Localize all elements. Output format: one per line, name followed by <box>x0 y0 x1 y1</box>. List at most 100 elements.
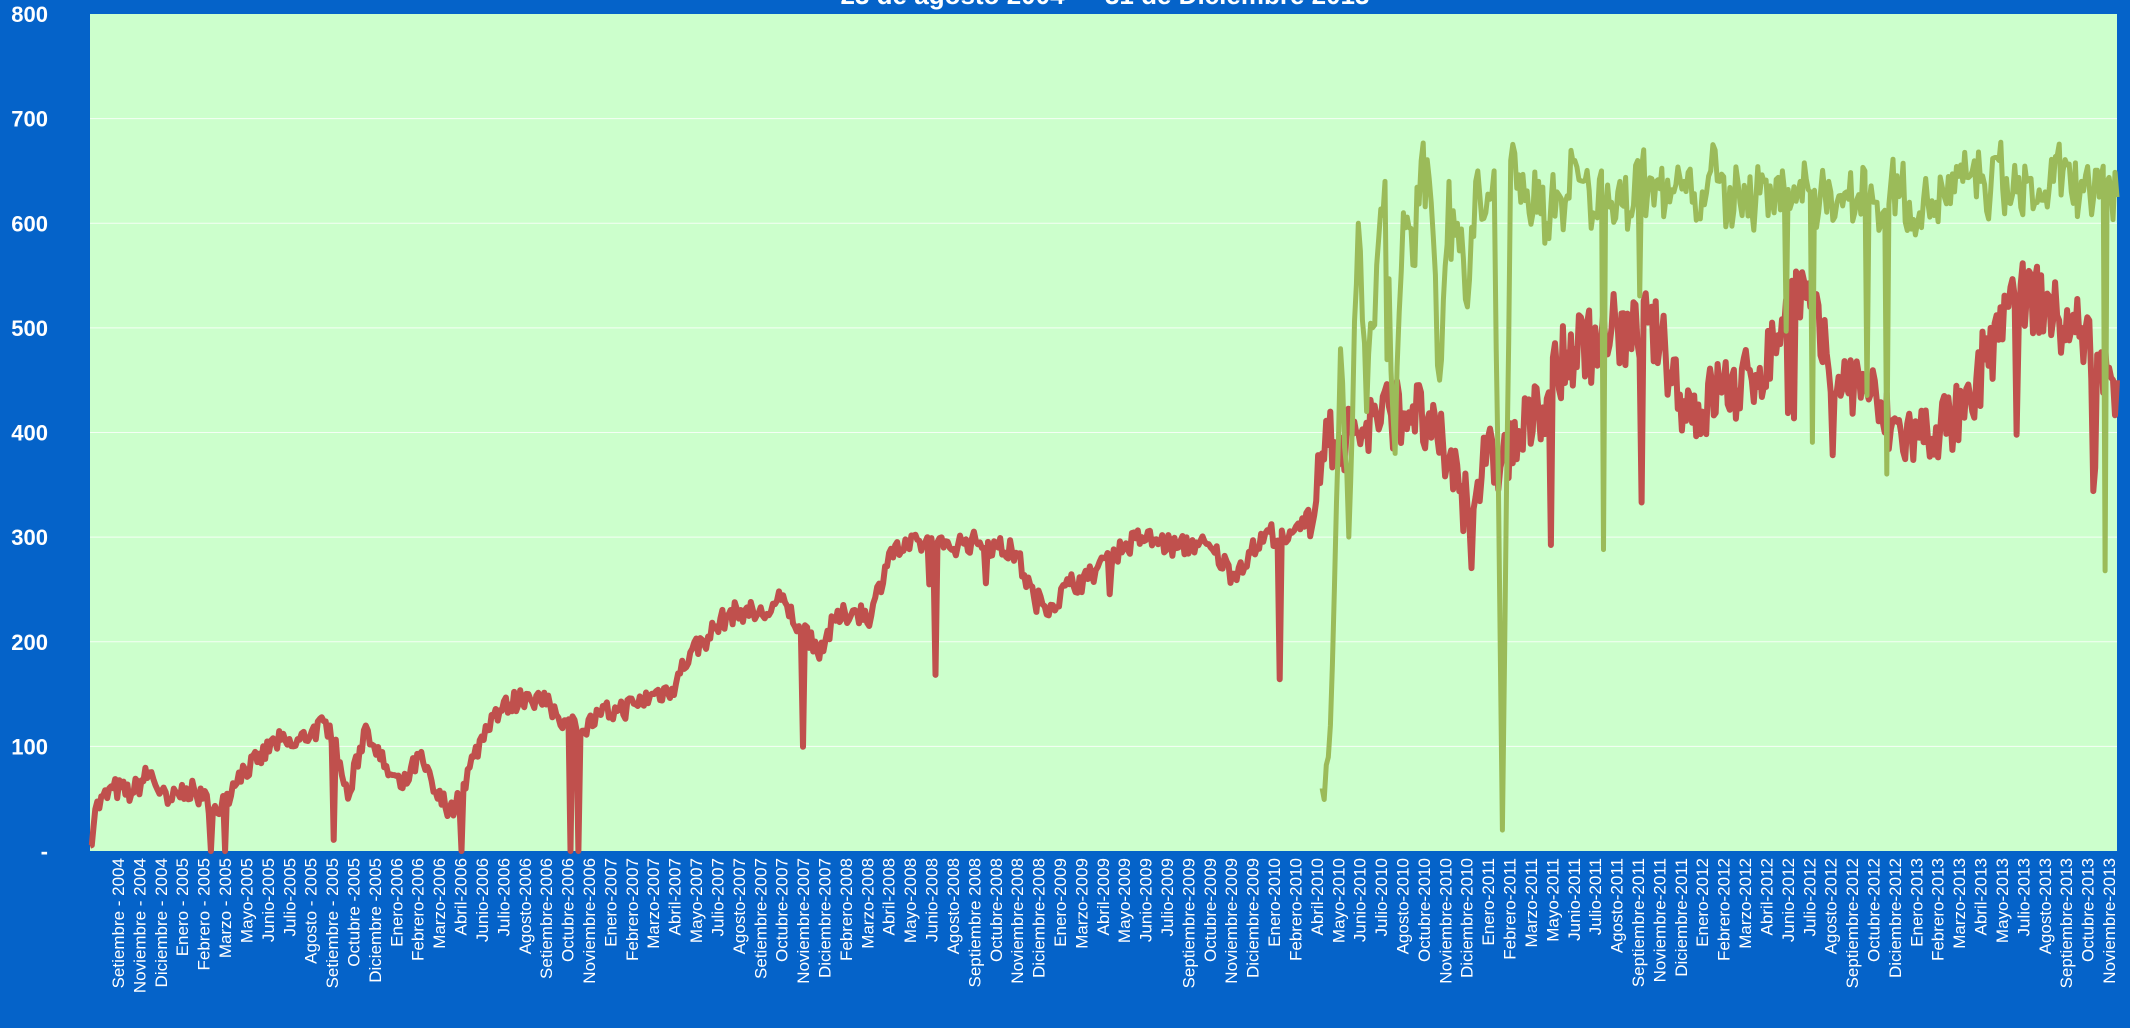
x-tick-label: Abril-2008 <box>880 858 899 936</box>
x-tick-label: Abril-2007 <box>666 858 685 936</box>
x-tick-label: Febrero-2006 <box>409 858 428 961</box>
x-tick-label: Marzo - 2005 <box>216 858 235 958</box>
x-axis: Setiembre - 2004 Noviembre - 2004 Diciembr… <box>109 858 2119 993</box>
x-tick-label: Enero - 2005 <box>173 858 192 956</box>
x-tick-label: Octubre-2012 <box>1865 858 1884 962</box>
x-tick-label: Marzo-2013 <box>1950 858 1969 949</box>
x-tick-label: Octubre -2005 <box>344 858 363 967</box>
x-tick-label: Agosto-2006 <box>516 858 535 954</box>
x-tick-label: Agosto-2011 <box>1608 858 1627 953</box>
x-tick-label: Diciembre-2012 <box>1886 858 1905 978</box>
series-line-1 <box>88 260 2120 854</box>
x-tick-label: Noviembre-2007 <box>794 858 813 984</box>
x-tick-label: Julio-2006 <box>494 858 513 936</box>
x-tick-label: Marzo-2009 <box>1072 858 1091 949</box>
x-tick-label: Diciembre-2009 <box>1244 858 1263 978</box>
x-tick-label: Febrero-2013 <box>1929 858 1948 961</box>
x-tick-label: Marzo-2007 <box>644 858 663 949</box>
x-tick-label: Octubre-2007 <box>773 858 792 962</box>
x-tick-label: Noviembre-2009 <box>1222 858 1241 984</box>
y-tick-label: 700 <box>11 107 48 132</box>
y-tick-label: 800 <box>11 2 48 27</box>
x-tick-label: Junio-2010 <box>1351 858 1370 942</box>
x-tick-label: Julio-2009 <box>1158 858 1177 936</box>
y-tick-label: - <box>41 839 48 864</box>
chart-title: 23 de agosto 2004 — 31 de Diciembre 2013 <box>841 0 1370 10</box>
x-tick-label: Diciembre-2010 <box>1458 858 1477 978</box>
x-tick-label: Junio-2008 <box>923 858 942 942</box>
x-tick-label: Febrero-2008 <box>837 858 856 961</box>
x-tick-label: Febrero-2007 <box>623 858 642 961</box>
x-tick-label: Enero-2012 <box>1693 858 1712 947</box>
y-tick-label: 400 <box>11 421 48 446</box>
x-tick-label: Enero-2007 <box>601 858 620 947</box>
x-tick-label: Setiembre-2006 <box>537 858 556 979</box>
x-tick-label: Abril-2013 <box>1972 858 1991 936</box>
x-tick-label: Febrero - 2005 <box>195 858 214 970</box>
x-tick-label: Noviembre - 2004 <box>130 858 149 993</box>
x-tick-label: Septiembre-2011 <box>1629 858 1648 987</box>
y-tick-label: 200 <box>11 630 48 655</box>
x-tick-label: Setiembre - 2004 <box>109 858 128 988</box>
x-tick-label: Julio-2005 <box>280 858 299 936</box>
y-tick-label: 100 <box>11 734 48 759</box>
gridlines <box>90 118 2117 747</box>
x-tick-label: Febrero-2010 <box>1286 858 1305 961</box>
x-tick-label: Diciembre -2005 <box>366 858 385 983</box>
x-tick-label: Enero-2011 <box>1479 858 1498 946</box>
x-tick-label: Noviembre-2008 <box>1008 858 1027 984</box>
x-tick-label: Agosto-2012 <box>1822 858 1841 954</box>
x-tick-label: Noviembre-2006 <box>580 858 599 984</box>
x-tick-label: Noviembre-2013 <box>2100 858 2119 984</box>
x-tick-label: Febrero-2011 <box>1501 858 1520 960</box>
x-tick-label: Diciembre-2011 <box>1672 858 1691 977</box>
x-tick-label: Marzo-2011 <box>1522 858 1541 947</box>
x-tick-label: Mayo-2009 <box>1115 858 1134 943</box>
x-tick-label: Mayo-2008 <box>901 858 920 943</box>
x-tick-label: Mayo-2010 <box>1329 858 1348 943</box>
x-tick-label: Enero-2006 <box>387 858 406 947</box>
x-tick-label: Marzo-2012 <box>1736 858 1755 949</box>
x-tick-label: Diciembre-2007 <box>815 858 834 978</box>
x-tick-label: Marzo-2006 <box>430 858 449 949</box>
x-tick-label: Noviembre-2011 <box>1650 858 1669 982</box>
x-tick-label: Octubre-2009 <box>1201 858 1220 962</box>
x-tick-label: Setiembre - 2005 <box>323 858 342 988</box>
x-tick-label: Diciembre-2008 <box>1030 858 1049 978</box>
x-tick-label: Junio-2011 <box>1565 858 1584 941</box>
y-axis: - 100 200 300 400 500 600 700 800 <box>11 2 48 864</box>
x-tick-label: Mayo-2013 <box>1993 858 2012 943</box>
x-tick-label: Abril-2012 <box>1757 858 1776 936</box>
x-tick-label: Mayo-2011 <box>1543 858 1562 942</box>
y-tick-label: 600 <box>11 211 48 236</box>
x-tick-label: Octubre-2006 <box>559 858 578 962</box>
x-tick-label: Marzo-2008 <box>858 858 877 949</box>
x-tick-label: Enero-2009 <box>1051 858 1070 947</box>
x-tick-label: Julio-2007 <box>708 858 727 936</box>
x-tick-label: Agosto-2013 <box>2036 858 2055 954</box>
x-tick-label: Agosto-2008 <box>944 858 963 954</box>
y-tick-label: 500 <box>11 316 48 341</box>
x-tick-label: Abril-2010 <box>1308 858 1327 936</box>
x-tick-label: Agosto-2010 <box>1394 858 1413 954</box>
x-tick-label: Septiembre-2009 <box>1179 858 1198 988</box>
x-tick-label: Septiembre 2008 <box>965 858 984 987</box>
x-tick-label: Julio-2010 <box>1372 858 1391 936</box>
x-tick-label: Febrero-2012 <box>1715 858 1734 961</box>
x-tick-label: Mayo-2005 <box>237 858 256 943</box>
x-tick-label: Junio-2009 <box>1137 858 1156 942</box>
x-tick-label: Noviembre-2010 <box>1436 858 1455 984</box>
x-tick-label: Julio-2012 <box>1800 858 1819 936</box>
x-tick-label: Diciembre - 2004 <box>152 858 171 987</box>
x-tick-label: Abril-2009 <box>1094 858 1113 936</box>
x-tick-label: Septiembre-2012 <box>1843 858 1862 988</box>
y-tick-label: 300 <box>11 525 48 550</box>
series-line-2 <box>1319 139 2120 833</box>
x-tick-label: Enero-2010 <box>1265 858 1284 947</box>
x-tick-label: Agosto - 2005 <box>302 858 321 964</box>
x-tick-label: Abril-2006 <box>452 858 471 936</box>
x-tick-label: Junio-2006 <box>473 858 492 942</box>
x-tick-label: Julio-2011 <box>1586 858 1605 935</box>
x-tick-label: Junio-2012 <box>1779 858 1798 942</box>
